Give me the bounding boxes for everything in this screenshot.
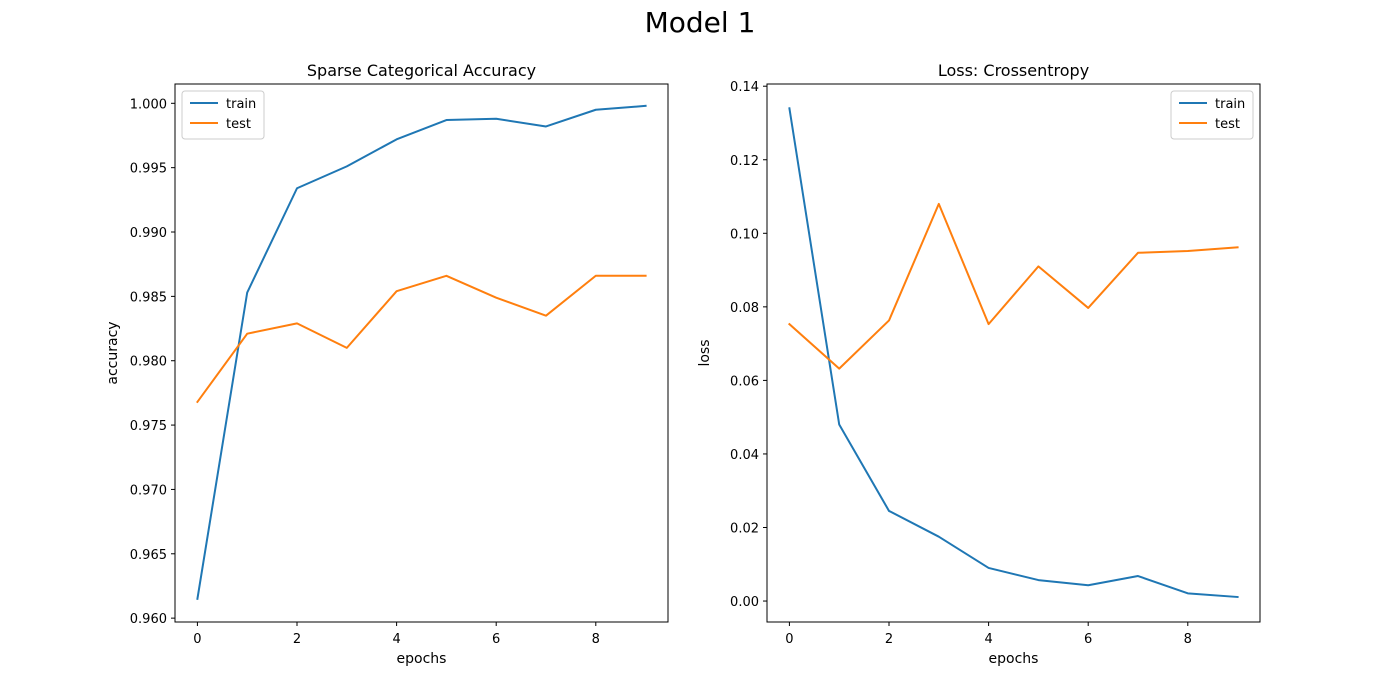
chart-2-x-tick-label: 8 xyxy=(1184,632,1192,647)
figure-title: Model 1 xyxy=(644,6,756,39)
chart-1-y-tick-label: 0.990 xyxy=(130,226,167,241)
chart-1-x-tick-label: 0 xyxy=(193,632,201,647)
chart-1-x-tick-label: 2 xyxy=(293,632,301,647)
chart-1-axes-frame xyxy=(174,83,669,623)
chart-1-x-tick-label: 6 xyxy=(492,632,500,647)
chart-2-x-tick-label: 6 xyxy=(1084,632,1092,647)
chart-2-y-axis-label: loss xyxy=(697,339,713,366)
chart-2-legend-label-train: train xyxy=(1215,97,1245,112)
chart-2-x-tick-label: 4 xyxy=(984,632,992,647)
chart-2-x-tick-label: 0 xyxy=(785,632,793,647)
chart-2-y-tick-label: 0.10 xyxy=(730,227,759,242)
chart-1-y-tick-label: 0.965 xyxy=(130,548,167,563)
chart-1-legend-label-train: train xyxy=(226,97,256,112)
chart-2-y-tick-label: 0.04 xyxy=(730,448,759,463)
chart-1-y-tick-label: 0.995 xyxy=(130,162,167,177)
chart-1-legend-label-test: test xyxy=(226,117,251,132)
chart-2-y-tick-label: 0.00 xyxy=(730,595,759,610)
chart-2-y-tick-label: 0.02 xyxy=(730,521,759,536)
chart-2-y-tick-label: 0.06 xyxy=(730,374,759,389)
chart-2-y-tick-label: 0.12 xyxy=(730,154,759,169)
chart-2-series-line-train xyxy=(788,107,1239,599)
chart-2-y-tick-label: 0.14 xyxy=(730,80,759,95)
chart-1-y-tick-label: 1.000 xyxy=(130,97,167,112)
chart-2-series-line-test xyxy=(787,202,1239,370)
chart-2-axes-frame xyxy=(766,83,1261,623)
chart-1-x-tick-label: 8 xyxy=(592,632,600,647)
chart-1-y-axis-label: accuracy xyxy=(105,321,121,384)
chart-1-series-line-train xyxy=(196,104,647,600)
chart-1-series-line-test xyxy=(196,274,647,404)
chart-1-x-axis-label: epochs xyxy=(397,651,447,667)
chart-1-y-tick-label: 0.975 xyxy=(130,419,167,434)
chart-1-title: Sparse Categorical Accuracy xyxy=(307,61,536,80)
chart-1-y-tick-label: 0.970 xyxy=(130,483,167,498)
chart-2-legend-label-test: test xyxy=(1215,117,1240,132)
chart-2-x-axis-label: epochs xyxy=(989,651,1039,667)
chart-1-x-tick-label: 4 xyxy=(392,632,400,647)
chart-1-y-tick-label: 0.980 xyxy=(130,355,167,370)
chart-2-y-tick-label: 0.08 xyxy=(730,301,759,316)
chart-2-title: Loss: Crossentropy xyxy=(938,61,1089,80)
chart-2-x-tick-label: 2 xyxy=(885,632,893,647)
chart-1-y-tick-label: 0.960 xyxy=(130,612,167,627)
chart-1-y-tick-label: 0.985 xyxy=(130,290,167,305)
